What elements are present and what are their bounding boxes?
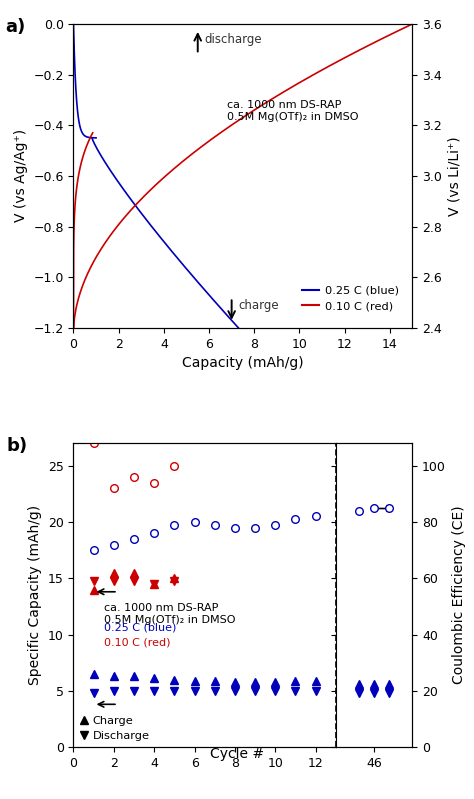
Text: Cycle #: Cycle #: [210, 747, 264, 761]
Legend: Charge, Discharge: Charge, Discharge: [79, 716, 150, 741]
Text: 0.25 C (blue): 0.25 C (blue): [104, 622, 176, 632]
Text: 0.10 C (red): 0.10 C (red): [104, 638, 170, 648]
Text: b): b): [7, 437, 27, 455]
X-axis label: Capacity (mAh/g): Capacity (mAh/g): [182, 356, 304, 370]
Text: a): a): [6, 18, 26, 36]
Text: ca. 1000 nm DS-RAP
0.5M Mg(OTf)₂ in DMSO: ca. 1000 nm DS-RAP 0.5M Mg(OTf)₂ in DMSO: [227, 100, 359, 121]
Text: charge: charge: [238, 299, 279, 312]
Y-axis label: V (vs Ag/Ag⁺): V (vs Ag/Ag⁺): [14, 129, 27, 222]
Y-axis label: V (vs Li/Li⁺): V (vs Li/Li⁺): [447, 136, 462, 216]
Y-axis label: Coulombic Efficiency (CE): Coulombic Efficiency (CE): [452, 506, 465, 685]
Legend: 0.25 C (blue), 0.10 C (red): 0.25 C (blue), 0.10 C (red): [297, 281, 403, 316]
Y-axis label: Specific Capacity (mAh/g): Specific Capacity (mAh/g): [28, 505, 42, 686]
Text: ca. 1000 nm DS-RAP
0.5M Mg(OTf)₂ in DMSO: ca. 1000 nm DS-RAP 0.5M Mg(OTf)₂ in DMSO: [104, 603, 235, 625]
Text: discharge: discharge: [204, 33, 262, 46]
